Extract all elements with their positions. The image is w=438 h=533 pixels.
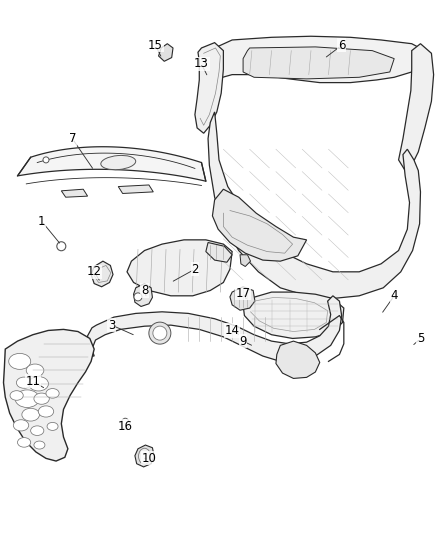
Polygon shape [276, 341, 320, 378]
Ellipse shape [15, 390, 39, 408]
Polygon shape [61, 189, 88, 197]
Polygon shape [208, 36, 425, 123]
Text: 9: 9 [239, 335, 247, 348]
Ellipse shape [46, 389, 59, 398]
Ellipse shape [34, 441, 45, 449]
Circle shape [43, 157, 49, 163]
Polygon shape [135, 445, 154, 467]
Text: 1: 1 [38, 215, 46, 228]
Polygon shape [118, 185, 153, 193]
Ellipse shape [16, 377, 32, 389]
Polygon shape [88, 296, 342, 361]
Circle shape [153, 326, 167, 340]
Polygon shape [195, 43, 223, 133]
Ellipse shape [121, 418, 129, 429]
Text: 8: 8 [141, 284, 148, 297]
Circle shape [134, 293, 142, 301]
Text: 3: 3 [108, 319, 115, 332]
Polygon shape [208, 112, 420, 298]
Text: 15: 15 [148, 39, 163, 52]
Ellipse shape [101, 156, 136, 169]
Ellipse shape [22, 408, 39, 421]
Ellipse shape [38, 406, 54, 417]
Text: 6: 6 [338, 39, 346, 52]
Polygon shape [91, 261, 113, 287]
Ellipse shape [34, 393, 49, 405]
Polygon shape [212, 189, 307, 261]
Ellipse shape [31, 426, 44, 435]
Text: 5: 5 [417, 332, 424, 345]
Text: 4: 4 [390, 289, 398, 302]
Text: 12: 12 [87, 265, 102, 278]
Text: 7: 7 [68, 132, 76, 145]
Text: 11: 11 [25, 375, 40, 387]
Text: 13: 13 [194, 58, 209, 70]
Polygon shape [134, 284, 152, 306]
Polygon shape [206, 243, 232, 262]
Circle shape [149, 322, 171, 344]
Ellipse shape [10, 391, 23, 400]
Text: 10: 10 [141, 452, 156, 465]
Polygon shape [243, 292, 344, 338]
Polygon shape [159, 44, 173, 61]
Polygon shape [18, 147, 206, 181]
Text: 2: 2 [191, 263, 199, 276]
Polygon shape [4, 329, 94, 461]
Polygon shape [243, 47, 394, 79]
Polygon shape [399, 44, 434, 171]
Ellipse shape [138, 448, 151, 464]
Polygon shape [240, 255, 251, 266]
Ellipse shape [28, 376, 49, 391]
Circle shape [57, 242, 66, 251]
Ellipse shape [13, 419, 29, 431]
Text: 16: 16 [117, 420, 132, 433]
Polygon shape [127, 240, 232, 296]
Text: 14: 14 [225, 324, 240, 337]
Polygon shape [230, 287, 255, 310]
Ellipse shape [18, 438, 31, 447]
Ellipse shape [26, 364, 44, 377]
Ellipse shape [9, 353, 31, 369]
Ellipse shape [47, 422, 58, 431]
Text: 17: 17 [236, 287, 251, 300]
